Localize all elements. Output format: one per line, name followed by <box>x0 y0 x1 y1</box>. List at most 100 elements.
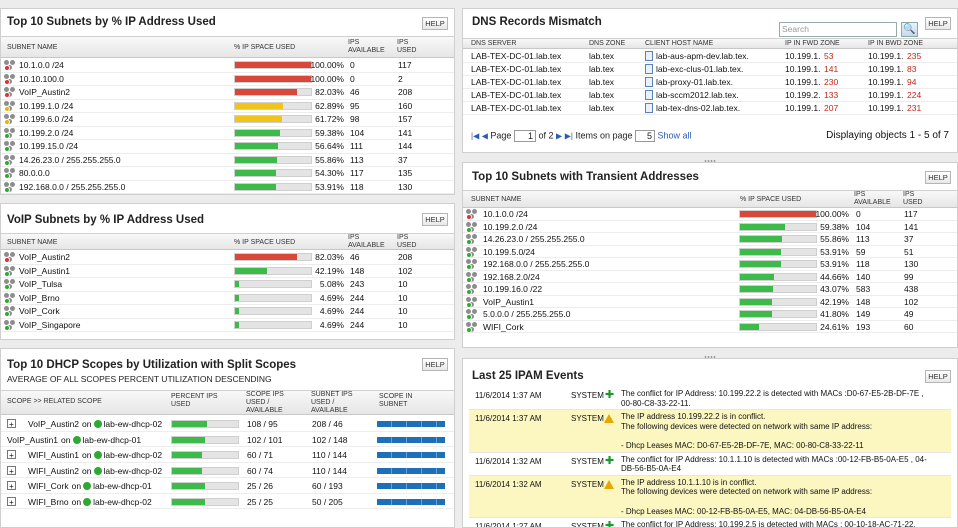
subnet-name[interactable]: VoIP_Austin2 <box>19 87 71 97</box>
server-name[interactable]: lab-ew-dhcp-02 <box>103 450 163 460</box>
col-subnet-name[interactable]: SUBNET NAME <box>7 239 58 246</box>
table-row[interactable]: VoIP_Brno 4.69% 244 10 <box>1 292 454 305</box>
last-page-button[interactable]: ▶| <box>564 131 573 141</box>
subnet-name[interactable]: 10.199.2.0 /24 <box>19 127 74 138</box>
col-ip-space-used[interactable]: % IP SPACE USED <box>234 239 296 246</box>
col-ip-space-used[interactable]: % IP SPACE USED <box>740 196 802 203</box>
subnet-name[interactable]: 14.26.23.0 / 255.255.255.0 <box>483 234 585 244</box>
subnet-name[interactable]: VoIP_Austin1 <box>19 265 71 276</box>
col-scope[interactable]: SCOPE >> RELATED SCOPE <box>7 398 102 405</box>
subnet-name[interactable]: VoIP_Singapore <box>19 319 81 330</box>
col-ips-used[interactable]: IPS USED <box>397 234 417 249</box>
server-name[interactable]: lab-ew-dhcp-01 <box>93 481 152 491</box>
subnet-name[interactable]: 192.168.0.0 / 255.255.255.0 <box>19 181 126 192</box>
table-row[interactable]: LAB-TEX-DC-01.lab.tex lab.tex lab-tex-dns-… <box>463 102 957 115</box>
first-page-button[interactable]: |◀ <box>471 131 480 141</box>
scope-name[interactable]: WIFI_Brno <box>28 496 69 507</box>
table-row[interactable]: 80.0.0.0 54.30% 117 135 <box>1 167 454 181</box>
event-row[interactable]: 11/6/2014 1:27 AM SYSTEM ✚ The conflict for… <box>469 518 951 527</box>
table-row[interactable]: 10.199.6.0 /24 61.72% 98 157 <box>1 113 454 127</box>
client-host[interactable]: lab-aus-apm-dev.lab.tex. <box>656 51 749 61</box>
server-name[interactable]: lab-ew-dhcp-02 <box>93 496 152 507</box>
table-row[interactable]: 14.26.23.0 / 255.255.255.0 55.86% 113 37 <box>1 154 454 167</box>
col-ips-used[interactable]: IPS USED <box>397 39 417 54</box>
page-input[interactable]: 1 <box>513 130 536 142</box>
col-ips-available[interactable]: IPS AVAILABLE <box>854 191 891 206</box>
table-row[interactable]: VoIP_Cork 4.69% 244 10 <box>1 305 454 319</box>
col-subnet-name[interactable]: SUBNET NAME <box>7 44 58 51</box>
subnet-name[interactable]: 10.1.0.0 /24 <box>19 60 64 70</box>
table-row[interactable]: 14.26.23.0 / 255.255.255.0 55.86% 113 37 <box>463 233 957 246</box>
scope-name[interactable]: WIFI_Cork <box>28 481 69 491</box>
subnet-name[interactable]: VoIP_Brno <box>19 292 60 303</box>
table-row[interactable]: LAB-TEX-DC-01.lab.tex lab.tex lab-sccm2012… <box>463 89 957 102</box>
table-row[interactable]: VoIP_Austin1 on lab-ew-dhcp-01 102 / 101 102… <box>1 432 454 447</box>
subnet-name[interactable]: WIFI_Cork <box>483 321 524 332</box>
subnet-name[interactable]: 10.199.2.0 /24 <box>483 221 538 232</box>
subnet-name[interactable]: 5.0.0.0 / 255.255.255.0 <box>483 309 571 319</box>
table-row[interactable]: + WIFI_Austin1 on lab-ew-dhcp-02 60 / 71 110 … <box>1 447 454 463</box>
search-input[interactable]: Search <box>779 22 897 37</box>
server-name[interactable]: lab-ew-dhcp-02 <box>103 465 163 476</box>
scope-name[interactable]: VoIP_Austin2 <box>28 419 80 429</box>
client-host[interactable]: lab-sccm2012.lab.tex. <box>656 90 739 100</box>
help-button[interactable]: HELP <box>925 171 951 184</box>
scope-label[interactable]: VoIP_Austin1 on lab-ew-dhcp-01 <box>7 435 141 445</box>
help-button[interactable]: HELP <box>422 358 448 371</box>
table-row[interactable]: 10.199.2.0 /24 59.38% 104 141 <box>1 127 454 140</box>
table-row[interactable]: VoIP_Austin1 42.19% 148 102 <box>1 265 454 278</box>
col-ips-available[interactable]: IPS AVAILABLE <box>348 234 385 249</box>
table-row[interactable]: 10.199.5.0/24 53.91% 59 51 <box>463 246 957 258</box>
col-scope-in-subnet[interactable]: SCOPE IN SUBNET <box>379 393 413 408</box>
subnet-name[interactable]: 10.199.5.0/24 <box>483 246 535 257</box>
col-subnet-name[interactable]: SUBNET NAME <box>471 196 522 203</box>
subnet-name[interactable]: VoIP_Cork <box>19 306 60 316</box>
scope-name[interactable]: WIFI_Austin2 <box>28 465 80 476</box>
table-row[interactable]: + WIFI_Austin2 on lab-ew-dhcp-02 60 / 74 110 … <box>1 463 454 478</box>
subnet-name[interactable]: 10.199.16.0 /22 <box>483 284 543 294</box>
items-input[interactable]: 5 <box>635 130 655 142</box>
table-row[interactable]: + WIFI_Cork on lab-ew-dhcp-01 25 / 26 60 / 19… <box>1 478 454 494</box>
table-row[interactable]: 10.1.0.0 /24 100.00% 0 117 <box>1 59 454 73</box>
subnet-name[interactable]: 14.26.23.0 / 255.255.255.0 <box>19 154 121 165</box>
subnet-name[interactable]: 80.0.0.0 <box>19 168 50 178</box>
subnet-name[interactable]: 10.10.100.0 <box>19 73 64 84</box>
table-row[interactable]: VoIP_Austin2 82.03% 46 208 <box>1 86 454 100</box>
help-button[interactable]: HELP <box>422 17 448 30</box>
help-button[interactable]: HELP <box>422 213 448 226</box>
expand-toggle[interactable]: + <box>7 450 16 460</box>
client-host[interactable]: lab-tex-dns-02.lab.tex. <box>656 103 741 113</box>
col-percent-ips-used[interactable]: PERCENT IPS USED <box>171 393 218 408</box>
table-row[interactable]: 10.199.1.0 /24 62.89% 95 160 <box>1 100 454 113</box>
table-row[interactable]: VoIP_Austin1 42.19% 148 102 <box>463 296 957 308</box>
table-row[interactable]: + VoIP_Austin2 on lab-ew-dhcp-02 108 / 95 208… <box>1 416 454 432</box>
table-row[interactable]: 5.0.0.0 / 255.255.255.0 41.80% 149 49 <box>463 308 957 321</box>
col-scope-ips[interactable]: SCOPE IPS USED / AVAILABLE <box>246 391 284 414</box>
subnet-name[interactable]: 10.199.6.0 /24 <box>19 114 74 124</box>
next-page-button[interactable]: ▶ <box>556 131 563 141</box>
server-name[interactable]: lab-ew-dhcp-02 <box>103 419 163 429</box>
scope-label[interactable]: WIFI_Austin1 on lab-ew-dhcp-02 <box>28 450 162 460</box>
subnet-name[interactable]: 10.1.0.0 /24 <box>483 209 528 219</box>
col-subnet-ips[interactable]: SUBNET IPS USED / AVAILABLE <box>311 391 353 414</box>
table-row[interactable]: WIFI_Cork 24.61% 193 60 <box>463 321 957 333</box>
table-row[interactable]: 10.199.15.0 /24 56.64% 111 144 <box>1 140 454 154</box>
table-row[interactable]: LAB-TEX-DC-01.lab.tex lab.tex lab-exc-clus… <box>463 63 957 76</box>
col-ips-used[interactable]: IPS USED <box>903 191 923 206</box>
col-ip-space-used[interactable]: % IP SPACE USED <box>234 44 296 51</box>
show-all-link[interactable]: Show all <box>657 130 692 141</box>
table-row[interactable]: 10.1.0.0 /24 100.00% 0 117 <box>463 208 957 221</box>
subnet-name[interactable]: 10.199.15.0 /24 <box>19 141 79 151</box>
expand-toggle[interactable]: + <box>7 419 16 429</box>
table-row[interactable]: LAB-TEX-DC-01.lab.tex lab.tex lab-aus-apm-… <box>463 50 957 63</box>
scope-label[interactable]: WIFI_Austin2 on lab-ew-dhcp-02 <box>28 466 162 476</box>
subnet-name[interactable]: 192.168.2.0/24 <box>483 271 540 282</box>
table-row[interactable]: 10.199.2.0 /24 59.38% 104 141 <box>463 221 957 233</box>
event-row[interactable]: 11/6/2014 1:37 AM SYSTEM The IP address 10… <box>469 410 951 453</box>
col-dns-zone[interactable]: DNS ZONE <box>589 40 626 47</box>
help-button[interactable]: HELP <box>925 17 951 30</box>
table-row[interactable]: 192.168.2.0/24 44.66% 140 99 <box>463 271 957 283</box>
col-ips-available[interactable]: IPS AVAILABLE <box>348 39 385 54</box>
server-name[interactable]: lab-ew-dhcp-01 <box>82 434 142 445</box>
col-ip-bwd[interactable]: IP IN BWD ZONE <box>868 40 924 47</box>
